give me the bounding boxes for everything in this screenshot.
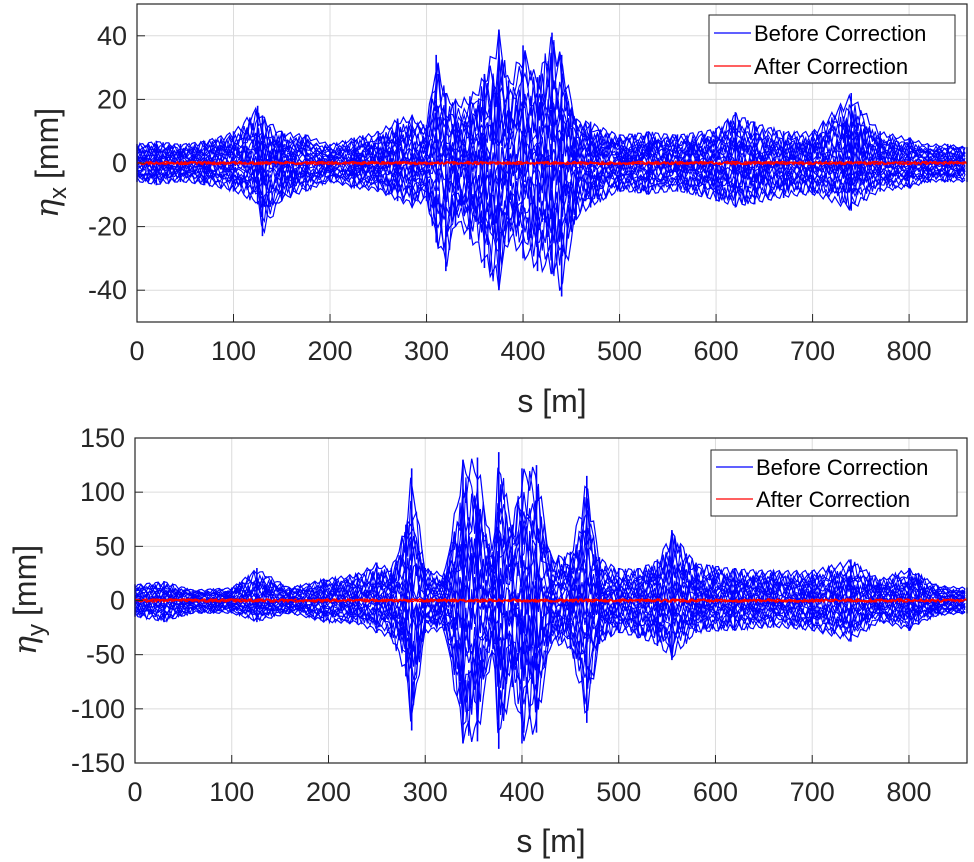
before-correction-line-9 (134, 579, 966, 653)
x-tick-label-3: 300 (404, 336, 449, 366)
y-tick-label-3: 20 (97, 84, 127, 114)
y-axis-label-eta-x-symbol: η (28, 199, 66, 218)
before-correction-line-12 (134, 564, 966, 610)
before-correction-line-1 (136, 170, 966, 273)
y-tick-label-4: 40 (97, 21, 127, 51)
legend-label-after-eta-y: After Correction (756, 487, 910, 512)
y-axis-label-eta-x: ηx [mm] (28, 108, 72, 218)
x-tick-label-8: 800 (886, 777, 931, 807)
y-tick-label-3: 0 (110, 586, 125, 616)
before-correction-line-14 (136, 107, 966, 166)
x-tick-label-3: 300 (403, 777, 448, 807)
x-tick-label-5: 500 (596, 777, 641, 807)
y-tick-label-2: 0 (112, 148, 127, 178)
after-correction-line-2 (134, 597, 968, 604)
y-tick-label-1: -100 (71, 694, 125, 724)
y-tick-label-4: 50 (95, 531, 125, 561)
before-correction-line-0 (134, 605, 966, 735)
before-correction-line-20 (134, 491, 966, 597)
y-tick-label-5: 100 (80, 477, 125, 507)
x-tick-label-6: 600 (693, 777, 738, 807)
x-tick-label-1: 100 (209, 777, 254, 807)
x-tick-label-7: 700 (790, 777, 835, 807)
y-tick-label-1: -20 (88, 212, 127, 242)
legend-box-eta-x (708, 14, 956, 84)
panel-eta-y: 0 100 200 300 400 500 600 700 800 -150 -100 -50 0 50 1… (6, 423, 968, 859)
y-tick-label-6: 150 (80, 423, 125, 453)
before-correction-envelope-lower (136, 176, 966, 291)
before-correction-line-1 (134, 605, 966, 736)
x-tick-label-1: 100 (211, 336, 256, 366)
after-correction-line-2 (136, 160, 968, 166)
x-axis-label-eta-y: s [m] (516, 823, 585, 859)
x-tick-label-4: 400 (501, 336, 546, 366)
y-tick-label-0: -40 (88, 275, 127, 305)
legend-label-before-eta-y: Before Correction (756, 455, 928, 480)
before-correction-envelope-lower (134, 609, 966, 744)
legend-label-before-eta-x: Before Correction (754, 21, 926, 46)
x-tick-label-7: 700 (790, 336, 835, 366)
before-correction-line-5 (136, 163, 966, 244)
x-tick-label-0: 0 (129, 336, 144, 366)
series-after-correction-eta-x (136, 160, 968, 166)
x-tick-label-8: 800 (887, 336, 932, 366)
ticks-eta-y: 0 100 200 300 400 500 600 700 800 -150 -100 -50 0 50 1… (71, 423, 932, 807)
legend-eta-y: Before Correction After Correction (710, 449, 958, 517)
before-correction-line-5 (134, 600, 966, 687)
before-correction-line-0 (136, 170, 966, 282)
y-axis-label-eta-y-sub: y (23, 624, 50, 636)
before-correction-line-21 (136, 51, 966, 155)
x-tick-label-6: 600 (694, 336, 739, 366)
series-after-correction-eta-y (134, 597, 968, 604)
before-correction-envelope-upper (136, 29, 966, 150)
x-tick-label-2: 200 (307, 336, 352, 366)
legend-box-eta-y (710, 449, 958, 517)
before-correction-line-15 (136, 87, 966, 164)
before-correction-envelope-upper (134, 458, 966, 593)
legend-label-after-eta-x: After Correction (754, 54, 908, 79)
y-axis-label-eta-y: ηy [mm] (6, 545, 50, 655)
y-axis-label-eta-y-symbol: η (6, 636, 44, 655)
before-correction-line-2 (136, 167, 966, 266)
before-correction-line-18 (134, 495, 966, 599)
y-tick-label-2: -50 (86, 640, 125, 670)
before-correction-line-20 (136, 39, 966, 158)
before-correction-line-16 (134, 519, 966, 600)
y-tick-label-0: -150 (71, 748, 125, 778)
legend-eta-x: Before Correction After Correction (708, 14, 956, 84)
x-tick-label-2: 200 (306, 777, 351, 807)
y-axis-label-eta-y-unit: [mm] (7, 545, 43, 616)
y-axis-label-eta-x-unit: [mm] (29, 108, 65, 179)
ticks-eta-x: 0 100 200 300 400 500 600 700 800 -40 -20 0 20 40 (88, 21, 932, 366)
panel-eta-x: 0 100 200 300 400 500 600 700 800 -40 -20 0 20 40 Bef… (28, 3, 968, 419)
series-before-correction-eta-y (134, 452, 968, 749)
x-tick-label-0: 0 (127, 777, 142, 807)
y-axis-label-eta-x-sub: x (45, 187, 72, 199)
x-tick-label-4: 400 (499, 777, 544, 807)
x-axis-label-eta-x: s [m] (517, 383, 586, 419)
x-tick-label-5: 500 (597, 336, 642, 366)
